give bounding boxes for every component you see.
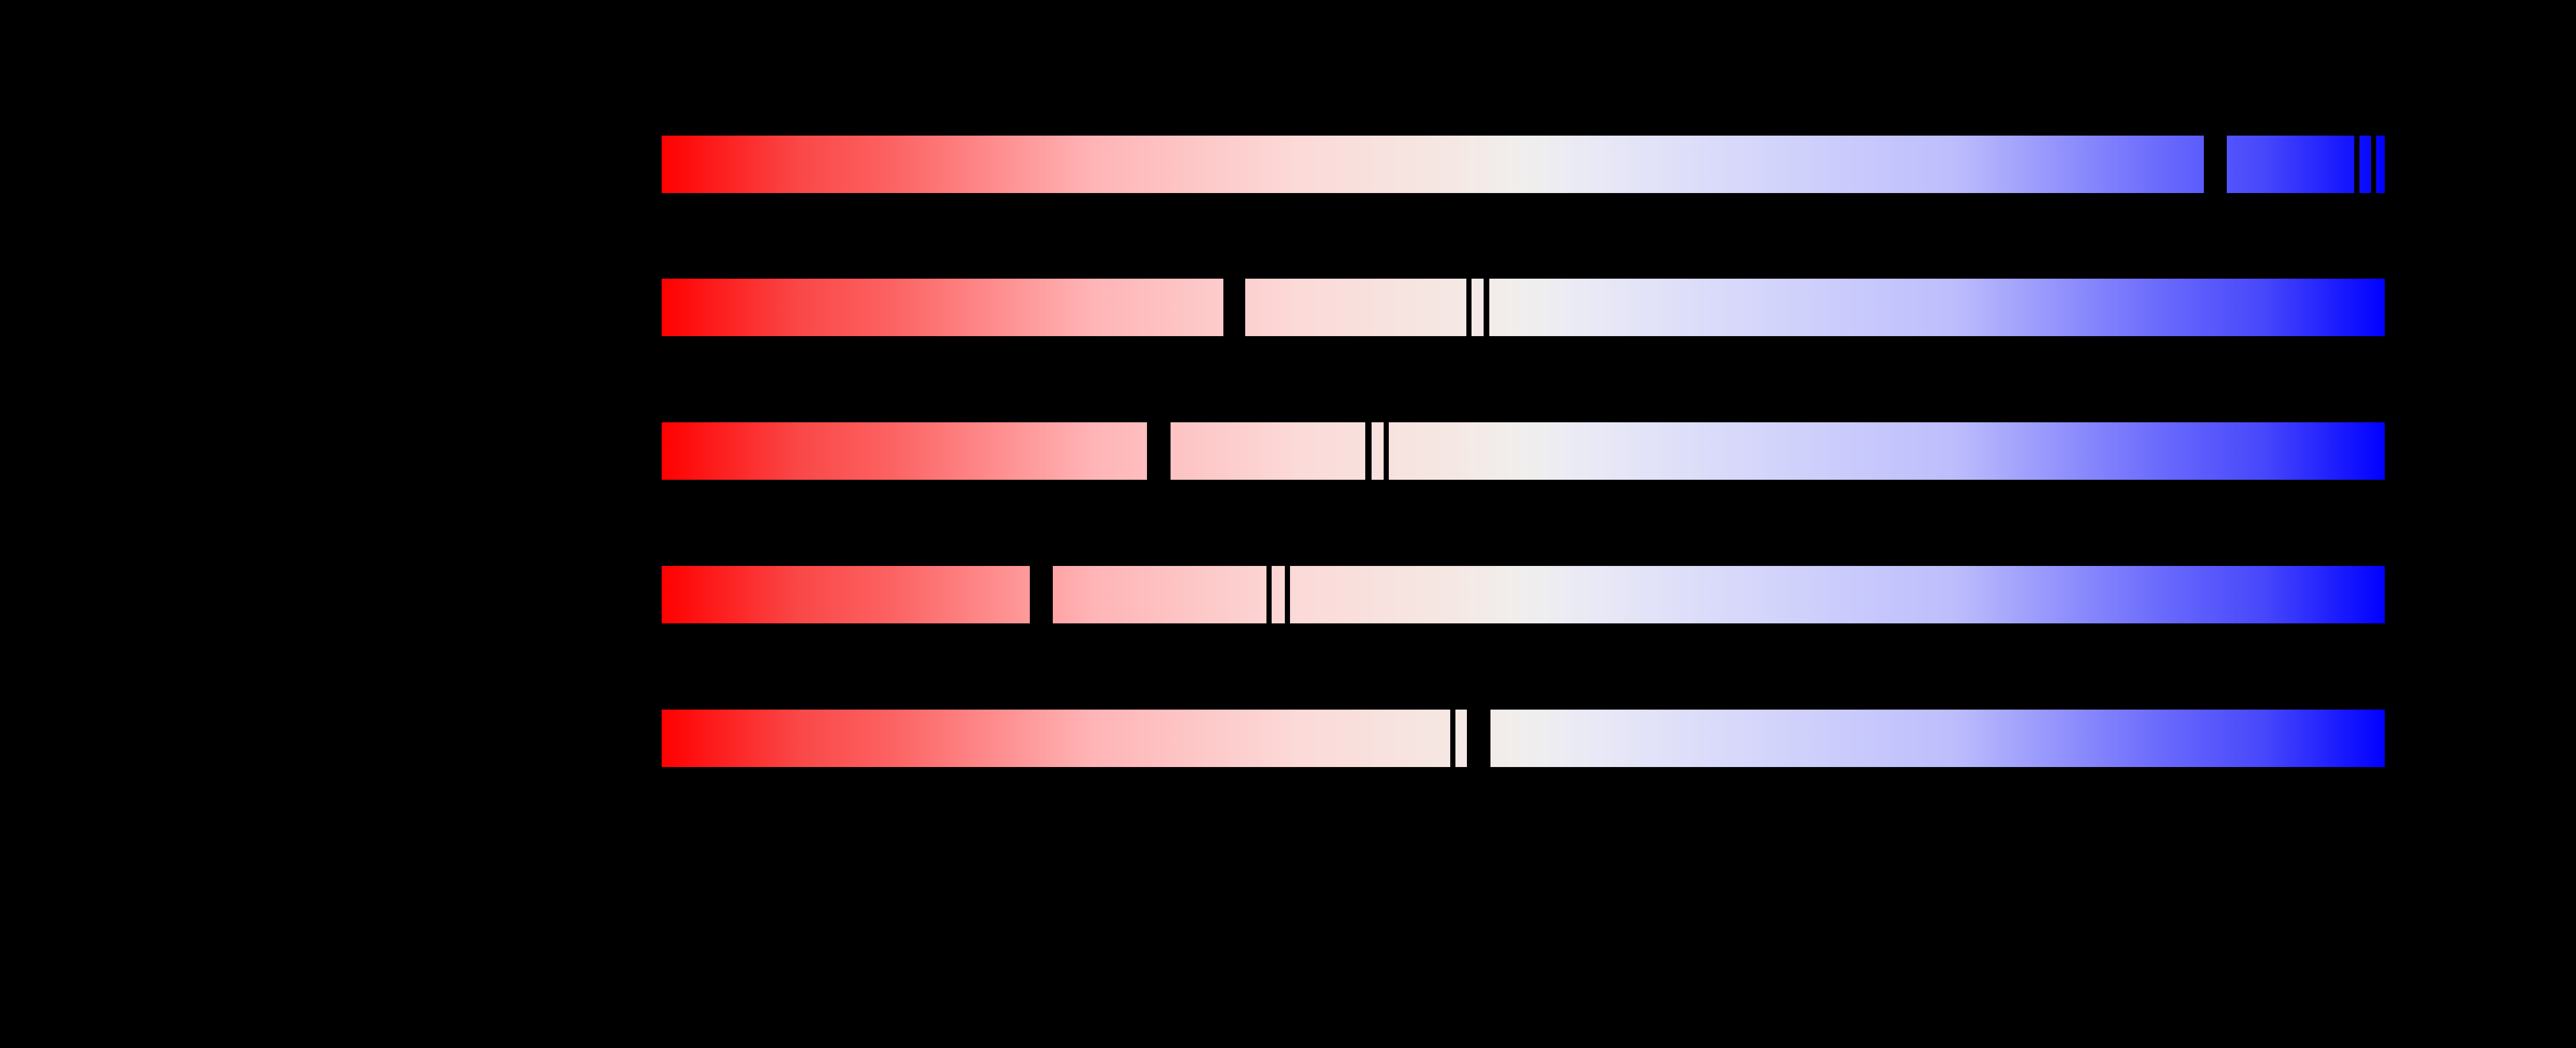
marker-band [1030,566,1053,623]
marker-band [2204,136,2227,193]
marker-tick [1450,710,1455,767]
marker-band [1467,710,1490,767]
marker-tick [2371,136,2376,193]
marker-tick [2354,136,2359,193]
rows-layer [662,136,2385,767]
marker-tick [1466,279,1472,336]
gradient-bar-row-1 [662,136,2385,193]
gradient-strip [662,710,2385,767]
marker-tick [1484,279,1489,336]
marker-tick [1384,422,1389,480]
marker-band [1147,422,1171,480]
marker-tick [1285,566,1290,623]
marker-tick [1266,566,1272,623]
gradient-strip [662,136,2385,193]
gradient-bar-row-2 [662,279,2385,336]
gradient-bar-row-4 [662,566,2385,623]
gradient-bar-row-3 [662,422,2385,480]
gradient-strip [662,566,2385,623]
marker-tick [1365,422,1372,480]
marker-band [1223,279,1245,336]
gradient-strip [662,279,2385,336]
gradient-bar-row-5 [662,710,2385,767]
gradient-strip [662,422,2385,480]
